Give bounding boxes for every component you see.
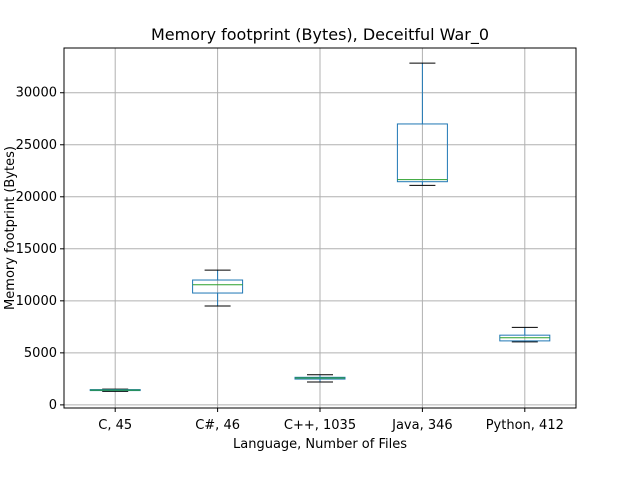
box-1 [89,388,141,392]
boxes-group [89,62,551,392]
x-tick-label: C#, 46 [195,418,240,433]
grid-lines [64,48,576,408]
y-axis-label: Memory footprint (Bytes) [3,146,18,310]
iqr-box [396,123,448,183]
box-3 [294,374,346,383]
box-2 [192,269,244,307]
x-tick-label: Java, 346 [391,418,453,433]
box-5 [499,326,551,343]
chart-title: Memory footprint (Bytes), Deceitful War_… [151,25,489,45]
y-tick-label: 20000 [16,190,57,205]
box-4 [396,62,448,186]
y-tick-label: 10000 [16,294,57,309]
y-tick-label: 25000 [16,138,57,153]
y-tick-label: 30000 [16,86,57,101]
y-tick-label: 5000 [24,346,57,361]
x-axis: C, 45 C#, 46 C++, 1035 Java, 346 Python, 412 [98,408,564,433]
y-tick-label: 15000 [16,242,57,257]
x-tick-label: C, 45 [98,418,132,433]
x-axis-label: Language, Number of Files [233,437,407,452]
x-tick-label: C++, 1035 [284,418,356,433]
iqr-box [192,279,244,294]
y-axis: 0 5000 10000 15000 20000 25000 30000 [16,86,64,413]
y-tick-label: 0 [49,398,57,413]
x-tick-label: Python, 412 [486,418,564,433]
